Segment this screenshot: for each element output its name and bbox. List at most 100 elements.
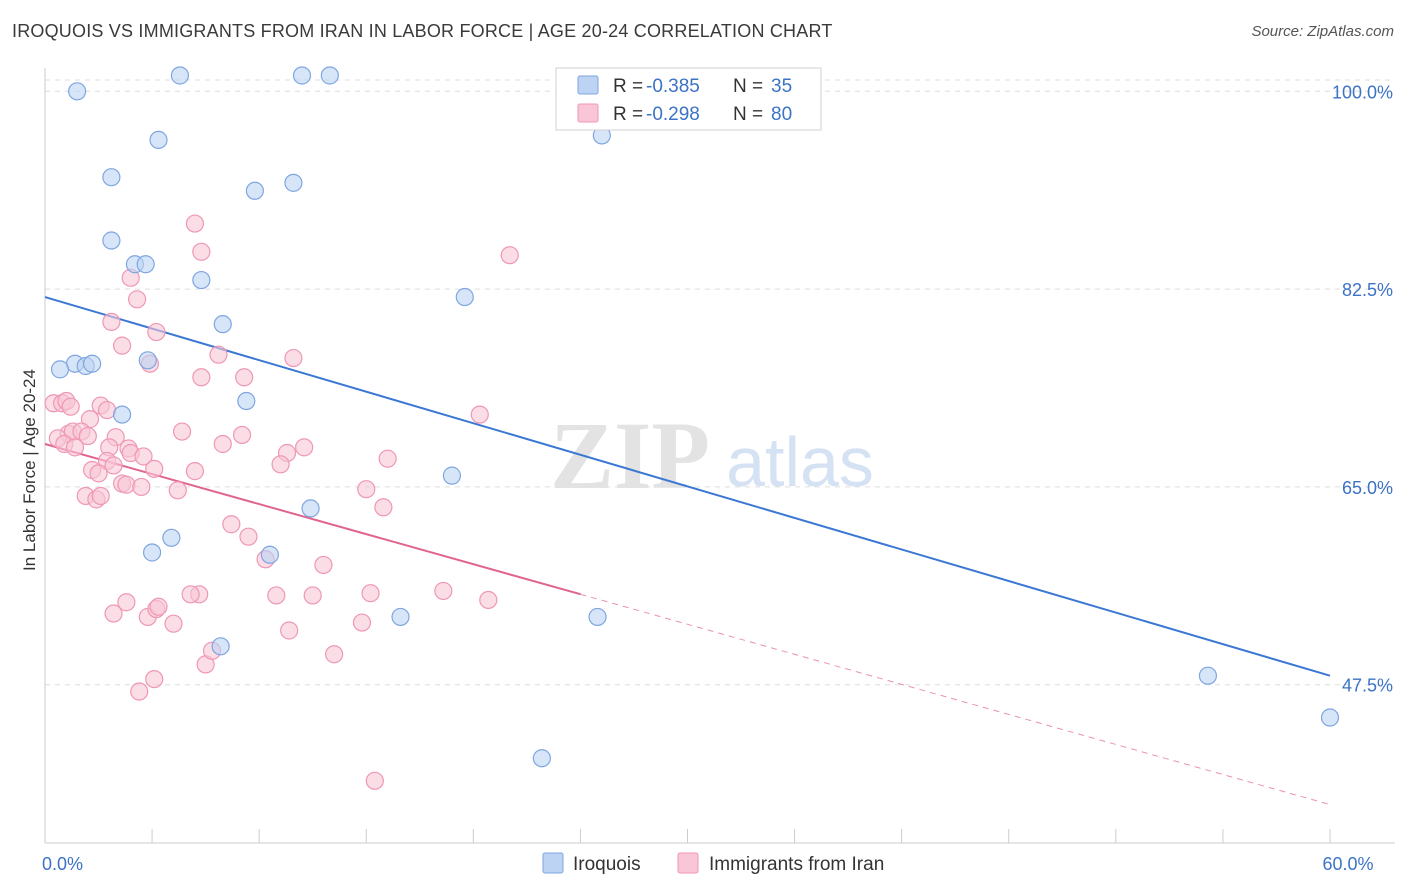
bottom-legend-swatch-iroquois [542, 852, 564, 874]
point-iran [314, 555, 333, 575]
point-iran [434, 581, 453, 601]
legend-n-value-iroquois: 35 [771, 76, 792, 97]
point-iran [65, 438, 85, 457]
point-iran [232, 425, 252, 445]
point-iran [500, 246, 519, 265]
point-iran [145, 669, 164, 689]
point-iran [352, 613, 372, 632]
point-iran [172, 422, 192, 441]
point-iran [209, 345, 228, 364]
point-iran [479, 590, 498, 610]
data-points [44, 66, 1340, 790]
point-iran [303, 586, 322, 605]
point-iran [117, 475, 136, 494]
point-iran [104, 456, 123, 475]
point-iran [134, 447, 153, 466]
y-tick-label: 82.5% [1342, 280, 1393, 300]
bottom-legend: Iroquois Immigrants from Iran [542, 852, 884, 875]
point-iroquois [455, 287, 474, 307]
point-iroquois [442, 466, 462, 485]
point-iran [91, 486, 110, 506]
point-iroquois [192, 270, 211, 290]
trend-line-dashed-pink [580, 593, 1331, 806]
point-iroquois [112, 405, 132, 424]
legend-swatch-iroquois [577, 75, 599, 95]
point-iran [239, 527, 258, 546]
watermark-zip: ZIP [550, 402, 710, 509]
legend-r-label-iran: R = [613, 104, 648, 125]
point-iran [181, 585, 200, 604]
point-iran [89, 464, 108, 483]
point-iroquois [136, 255, 155, 274]
point-iroquois [138, 351, 157, 370]
x-tick-label: 60.0% [1322, 854, 1373, 874]
point-iran [235, 368, 254, 387]
point-iran [149, 597, 168, 616]
legend-n-label-iroquois: N = [733, 76, 768, 97]
point-iroquois [301, 499, 320, 518]
point-iroquois [391, 607, 410, 627]
y-tick-label: 47.5% [1342, 676, 1393, 696]
point-iran [325, 645, 344, 664]
watermark-atlas: atlas [726, 423, 874, 501]
point-iran [280, 621, 299, 640]
point-iran [365, 771, 384, 790]
point-iroquois [1198, 666, 1218, 685]
watermark: ZIP atlas [550, 402, 874, 509]
point-iroquois [149, 130, 168, 150]
point-iran [192, 242, 211, 261]
point-iran [470, 405, 489, 424]
point-iroquois [1320, 708, 1340, 727]
point-iroquois [320, 66, 339, 85]
axes [44, 68, 1395, 844]
point-iran [98, 400, 117, 420]
point-iroquois [142, 543, 162, 562]
legend-row-iroquois: R = -0.385 N = 35 [613, 76, 792, 97]
point-iran [104, 604, 123, 623]
trend-lines [44, 296, 1331, 806]
point-iroquois [102, 231, 121, 250]
point-iran [102, 312, 121, 331]
point-iran [127, 290, 147, 309]
point-iran [185, 462, 205, 481]
bottom-legend-swatch-iran [677, 852, 699, 874]
point-iroquois [237, 391, 256, 411]
point-iroquois [162, 528, 181, 547]
legend-box: R = -0.385 N = 35 R = -0.298 N = 80 [555, 67, 822, 131]
point-iran [213, 434, 232, 454]
point-iroquois [211, 637, 230, 656]
point-iran [192, 368, 211, 387]
point-iran [164, 614, 183, 633]
chart-title: IROQUOIS VS IMMIGRANTS FROM IRAN IN LABO… [12, 21, 833, 41]
point-iroquois [68, 82, 87, 101]
point-iran [271, 455, 290, 474]
point-iroquois [102, 168, 121, 187]
point-iroquois [284, 173, 303, 192]
legend-r-value-iroquois: -0.385 [646, 76, 700, 97]
legend-n-label-iran: N = [733, 104, 768, 125]
point-iroquois [213, 315, 232, 334]
point-iran [374, 498, 393, 517]
point-iroquois [260, 545, 279, 564]
point-iran [61, 397, 80, 416]
point-iran [78, 426, 97, 446]
source-credit: Source: ZipAtlas.com [1251, 23, 1394, 40]
point-iroquois [83, 354, 102, 373]
point-iran [284, 348, 303, 368]
x-tick-label: 0.0% [42, 854, 83, 874]
point-iran [112, 336, 132, 355]
legend-swatch-iran [577, 103, 599, 123]
point-iran [117, 593, 136, 612]
point-iran [357, 480, 376, 499]
point-iran [267, 586, 286, 605]
y-tick-label: 65.0% [1342, 478, 1393, 498]
tick-labels: 100.0% 82.5% 65.0% 47.5% 0.0% 60.0% [42, 82, 1393, 874]
point-iroquois [292, 66, 312, 85]
point-iran [222, 515, 241, 534]
point-iran [378, 449, 397, 468]
point-iran [130, 682, 149, 701]
bottom-legend-label-iran: Immigrants from Iran [709, 854, 884, 875]
point-iran [147, 322, 166, 342]
point-iroquois [170, 66, 190, 85]
point-iran [168, 481, 187, 500]
